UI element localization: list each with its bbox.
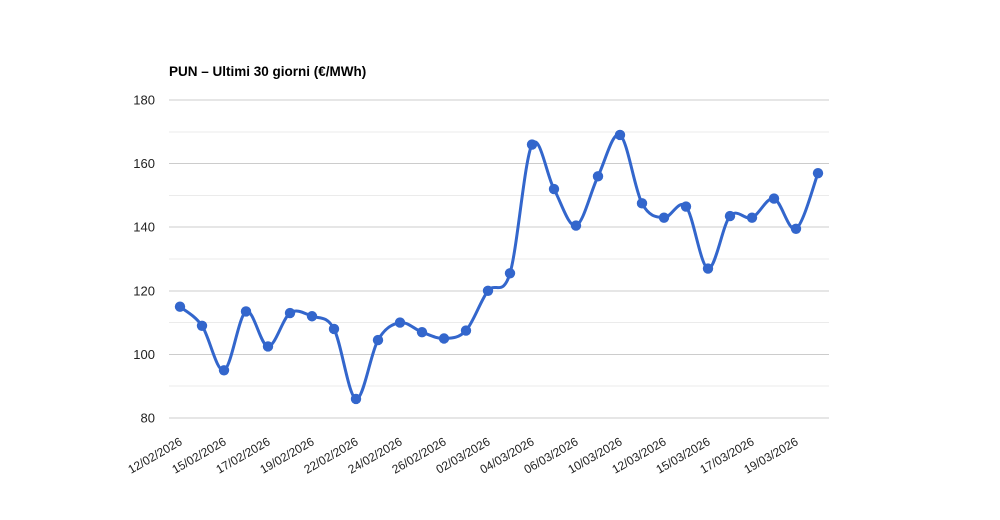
y-tick-label: 160	[133, 156, 155, 171]
x-axis-labels: 12/02/202615/02/202617/02/202619/02/2026…	[125, 434, 800, 476]
data-point-marker[interactable]	[240, 306, 252, 317]
data-point-marker[interactable]	[284, 307, 296, 319]
data-point-marker[interactable]	[614, 129, 626, 141]
y-tick-label: 120	[133, 283, 155, 298]
data-point-marker[interactable]	[438, 333, 450, 344]
data-point-marker[interactable]	[372, 334, 384, 346]
y-tick-label: 140	[133, 220, 155, 235]
data-point-marker[interactable]	[306, 311, 318, 322]
data-point-marker[interactable]	[812, 167, 824, 179]
data-point-marker[interactable]	[350, 393, 362, 405]
y-axis-labels: 80 100 120 140 160 180	[133, 93, 155, 426]
data-point-marker[interactable]	[768, 193, 780, 204]
minor-gridlines	[169, 131, 829, 387]
data-point-marker[interactable]	[196, 320, 208, 331]
y-tick-label: 180	[133, 93, 155, 108]
data-point-marker[interactable]	[702, 263, 714, 274]
data-point-marker[interactable]	[262, 341, 274, 352]
data-point-marker[interactable]	[394, 317, 406, 328]
data-point-marker[interactable]	[790, 223, 802, 234]
data-point-marker[interactable]	[482, 285, 494, 296]
data-point-marker[interactable]	[328, 323, 340, 335]
data-point-marker[interactable]	[592, 171, 604, 182]
data-point-marker[interactable]	[548, 183, 560, 195]
chart-title: PUN – Ultimi 30 giorni (€/MWh)	[169, 64, 366, 79]
data-point-marker[interactable]	[636, 198, 648, 209]
data-point-marker[interactable]	[658, 212, 670, 223]
data-points	[174, 129, 824, 405]
y-tick-label: 100	[133, 347, 155, 362]
data-point-marker[interactable]	[174, 301, 186, 312]
series-line	[178, 133, 820, 401]
data-point-marker[interactable]	[724, 210, 736, 222]
y-tick-label: 80	[141, 411, 155, 426]
data-point-marker[interactable]	[746, 212, 758, 223]
data-point-marker[interactable]	[526, 139, 538, 150]
major-gridlines	[169, 99, 829, 419]
data-point-marker[interactable]	[680, 201, 692, 212]
data-point-marker[interactable]	[218, 365, 230, 376]
data-point-marker[interactable]	[416, 326, 428, 338]
data-point-marker[interactable]	[504, 268, 516, 279]
data-point-marker[interactable]	[570, 220, 582, 231]
data-point-marker[interactable]	[460, 325, 472, 336]
